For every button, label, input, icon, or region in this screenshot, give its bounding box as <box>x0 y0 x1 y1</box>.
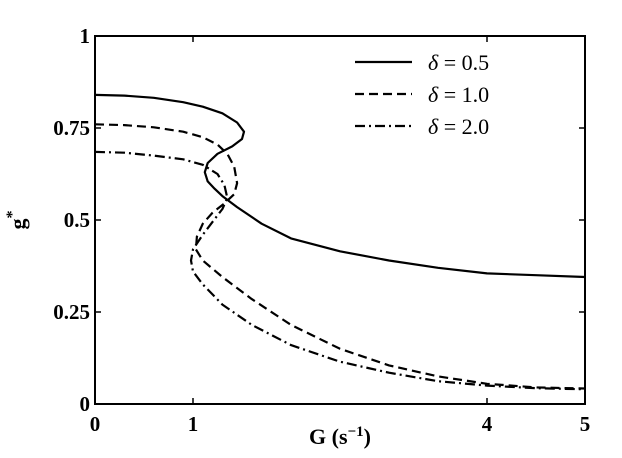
x-tick-label: 1 <box>188 412 199 436</box>
legend-value: = 0.5 <box>438 50 489 75</box>
series-line <box>94 93 586 279</box>
series-line <box>94 123 586 390</box>
legend-symbol: δ <box>428 114 439 139</box>
x-tick-label: 4 <box>482 412 493 436</box>
legend-label: δ = 1.0 <box>428 82 489 107</box>
y-tick-label: 0.25 <box>53 300 90 324</box>
x-tick-label: 0 <box>90 412 101 436</box>
legend-label: δ = 0.5 <box>428 50 489 75</box>
series-group <box>94 93 586 391</box>
legend: δ = 0.5δ = 1.0δ = 2.0 <box>355 50 489 139</box>
y-tick-label: 0.5 <box>64 208 90 232</box>
legend-label: δ = 2.0 <box>428 114 489 139</box>
x-axis-label: G (s−1) <box>309 424 371 449</box>
y-tick-label: 0.75 <box>53 116 90 140</box>
y-tick-label: 0 <box>80 392 91 416</box>
y-axis-label: g* <box>4 211 30 230</box>
legend-symbol: δ <box>428 50 439 75</box>
legend-symbol: δ <box>428 82 439 107</box>
y-tick-label: 1 <box>80 24 91 48</box>
x-tick-label: 5 <box>580 412 591 436</box>
legend-value: = 1.0 <box>438 82 489 107</box>
series-line <box>94 150 586 391</box>
legend-value: = 2.0 <box>438 114 489 139</box>
y-axis-label-text: g* <box>4 211 30 230</box>
tick-group: 0 1 4 5 0 0.25 0.5 0.75 1 <box>53 24 590 436</box>
